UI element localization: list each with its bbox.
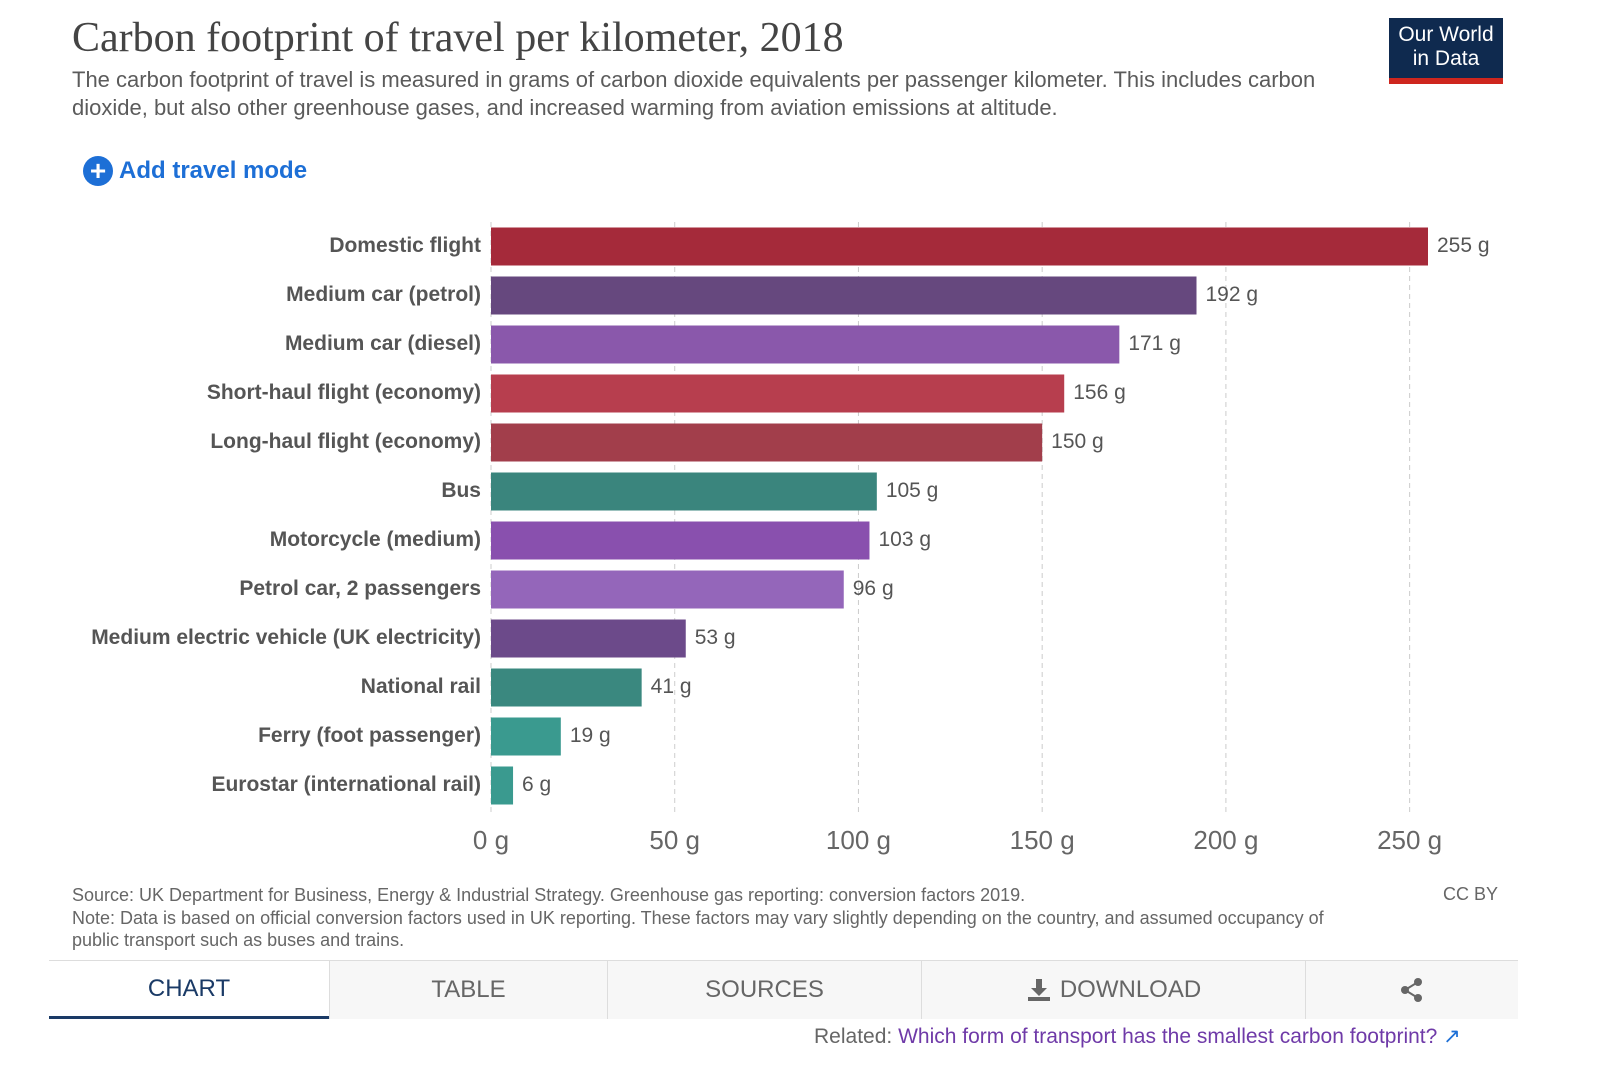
y-tick-label: National rail [361, 675, 481, 698]
value-label: 41 g [651, 675, 692, 698]
value-label: 156 g [1073, 381, 1126, 404]
add-button[interactable]: + Add travel mode [83, 156, 307, 186]
tab-bar: CHART TABLE SOURCES DOWNLOAD [49, 960, 1518, 1019]
value-label: 96 g [853, 577, 894, 600]
bar [491, 717, 561, 756]
tab[interactable]: TABLE [329, 961, 607, 1019]
bar [491, 668, 642, 707]
chart: 0 g 50 g 100 g 150 g 200 g 250 g Domestic flig… [91, 222, 1490, 855]
x-tick-label: 100 g [826, 825, 891, 855]
subtitle: The carbon footprint of travel is measur… [72, 67, 1316, 120]
bar [491, 325, 1120, 364]
bar [491, 766, 514, 805]
external-icon: ↗ [1443, 1025, 1461, 1048]
x-tick-label: 200 g [1193, 825, 1258, 855]
y-tick-label: Medium electric vehicle (UK electricity) [91, 626, 481, 649]
bar [491, 374, 1065, 413]
tab[interactable]: SOURCES [607, 961, 921, 1019]
bar [491, 472, 877, 511]
y-tick-label: Domestic flight [329, 234, 481, 257]
value-label: 192 g [1206, 283, 1259, 306]
title: Carbon footprint of travel per kilometer… [72, 15, 844, 61]
plus-icon: + [83, 156, 113, 186]
bar [491, 521, 870, 560]
bar [491, 619, 686, 658]
share-button[interactable] [1305, 961, 1518, 1019]
add-label: Add travel mode [119, 157, 308, 184]
logo-text: Our World [1398, 23, 1494, 46]
y-tick-label: Bus [441, 479, 481, 502]
tab-label: DOWNLOAD [1059, 976, 1202, 1003]
value-label: 105 g [886, 479, 939, 502]
download-icon [1027, 979, 1050, 1001]
y-tick-label: Long-haul flight (economy) [210, 430, 481, 453]
x-tick-label: 250 g [1377, 825, 1442, 855]
bar [491, 276, 1197, 315]
y-tick-label: Medium car (diesel) [285, 332, 481, 355]
note-text: Note: Data is based on official conversi… [72, 907, 1324, 951]
license[interactable]: CC BY [1443, 884, 1499, 904]
value-label: 255 g [1437, 234, 1490, 257]
share-icon [1401, 978, 1422, 1002]
value-label: 6 g [522, 773, 551, 796]
x-tick-label: 0 g [473, 825, 509, 855]
bar [491, 570, 844, 609]
x-tick-label: 150 g [1010, 825, 1075, 855]
source-text: Source: UK Department for Business, Ener… [72, 885, 1026, 905]
y-tick-label: Ferry (foot passenger) [258, 724, 481, 747]
y-tick-label: Motorcycle (medium) [270, 528, 481, 551]
y-tick-label: Medium car (petrol) [286, 283, 481, 306]
y-tick-label: Short-haul flight (economy) [207, 381, 481, 404]
value-label: 19 g [570, 724, 611, 747]
y-tick-label: Eurostar (international rail) [211, 773, 481, 796]
x-tick-label: 50 g [649, 825, 700, 855]
value-label: 171 g [1128, 332, 1181, 355]
value-label: 103 g [878, 528, 931, 551]
related-link[interactable]: Which form of transport has the smallest… [898, 1025, 1438, 1048]
related-label: Related: [814, 1025, 893, 1048]
y-tick-label: Petrol car, 2 passengers [239, 577, 481, 600]
value-label: 150 g [1051, 430, 1104, 453]
bar [491, 423, 1043, 462]
bar [491, 227, 1428, 266]
logo-text: in Data [1412, 47, 1480, 70]
tab[interactable]: DOWNLOAD [921, 961, 1305, 1019]
tab[interactable]: CHART [49, 961, 329, 1019]
logo[interactable]: Our World in Data [1389, 18, 1503, 84]
source: Source: UK Department for Business, Ener… [72, 884, 1372, 952]
value-label: 53 g [695, 626, 736, 649]
related: Related: Which form of transport has the… [814, 1024, 1461, 1049]
